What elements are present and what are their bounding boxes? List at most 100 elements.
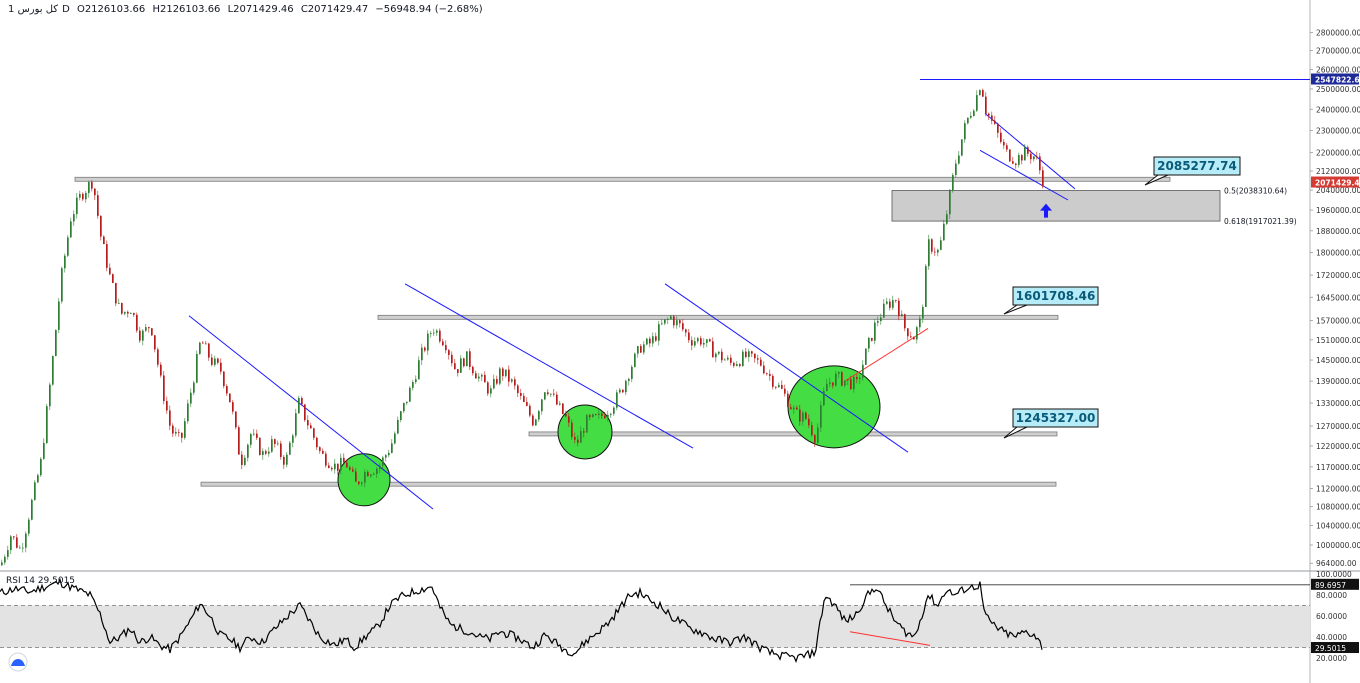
fib-retracement-zone bbox=[891, 190, 1221, 222]
price-tick-label: 1720000.00 bbox=[1316, 271, 1360, 280]
level-callout-3[interactable]: 1245327.00 bbox=[1003, 408, 1099, 439]
candle-body bbox=[262, 451, 264, 455]
candle-body bbox=[1033, 156, 1035, 160]
candle-body bbox=[34, 482, 36, 500]
candle-body bbox=[694, 341, 696, 346]
candle-body bbox=[214, 358, 216, 365]
candle-body bbox=[274, 439, 276, 444]
candle-body bbox=[556, 394, 558, 405]
candle-body bbox=[1039, 156, 1041, 171]
candle-body bbox=[745, 351, 747, 357]
candle-body bbox=[223, 371, 225, 387]
rsi-tick-label: 40.0000 bbox=[1316, 633, 1347, 642]
price-tick-label: 1270000.00 bbox=[1316, 422, 1360, 431]
candle-body bbox=[625, 380, 627, 393]
candle-body bbox=[82, 193, 84, 200]
candle-body bbox=[700, 338, 702, 345]
trend-line-4 bbox=[984, 113, 1076, 190]
candle-body bbox=[376, 468, 378, 474]
level-callout-2[interactable]: 1601708.46 bbox=[1003, 286, 1099, 315]
candle-body bbox=[478, 376, 480, 379]
candle-body bbox=[313, 428, 315, 438]
candle-body bbox=[247, 444, 249, 458]
candle-body bbox=[886, 301, 888, 304]
candle-body bbox=[622, 389, 624, 393]
candle-body bbox=[469, 351, 471, 367]
callout-box bbox=[1012, 408, 1099, 428]
candle-body bbox=[244, 457, 246, 465]
candle-body bbox=[610, 413, 612, 415]
candle-body bbox=[442, 341, 444, 346]
price-tick-label: 2200000.00 bbox=[1316, 149, 1360, 158]
trend-line-1 bbox=[188, 315, 434, 510]
candle-body bbox=[76, 197, 78, 215]
price-tick-label: 2120000.00 bbox=[1316, 167, 1360, 176]
candle-body bbox=[1030, 153, 1032, 160]
tradingview-logo-icon[interactable] bbox=[8, 652, 28, 672]
candle-body bbox=[259, 437, 261, 455]
rsi-label[interactable]: RSI 14 bbox=[6, 576, 35, 586]
candle-body bbox=[430, 333, 432, 334]
candle-body bbox=[679, 320, 681, 324]
candle-body bbox=[166, 401, 168, 411]
candle-body bbox=[847, 379, 849, 381]
candle-body bbox=[1, 562, 3, 566]
candle-body bbox=[160, 364, 162, 376]
candle-body bbox=[292, 435, 294, 443]
candle-body bbox=[460, 358, 462, 373]
candle-body bbox=[370, 474, 372, 477]
candle-body bbox=[775, 386, 777, 388]
candle-body bbox=[703, 342, 705, 345]
candle-body bbox=[670, 316, 672, 320]
rsi-header: RSI 14 29.5015 bbox=[6, 576, 75, 586]
callout-text: 1601708.46 bbox=[1016, 289, 1096, 303]
candle-body bbox=[874, 322, 876, 341]
candle-body bbox=[1042, 170, 1044, 187]
candle-body bbox=[391, 443, 393, 453]
symbol-name[interactable]: کل بورس bbox=[17, 4, 59, 15]
candle-body bbox=[448, 350, 450, 355]
support-zone-bottom bbox=[200, 481, 1057, 487]
candle-body bbox=[412, 382, 414, 388]
candle-body bbox=[481, 374, 483, 377]
trend-line-3 bbox=[664, 283, 909, 453]
candle-body bbox=[793, 407, 795, 410]
candle-body bbox=[943, 223, 945, 241]
candle-body bbox=[970, 115, 972, 118]
candle-body bbox=[871, 337, 873, 341]
candle-body bbox=[865, 348, 867, 365]
candle-body bbox=[514, 379, 516, 386]
candle-body bbox=[19, 547, 21, 549]
candle-body bbox=[982, 90, 984, 97]
candle-body bbox=[271, 439, 273, 452]
candle-body bbox=[640, 346, 642, 353]
candle-body bbox=[145, 327, 147, 331]
candle-body bbox=[418, 360, 420, 380]
candle-body bbox=[853, 377, 855, 390]
candle-body bbox=[436, 330, 438, 333]
candle-body bbox=[709, 339, 711, 342]
price-tick-label: 1040000.00 bbox=[1316, 521, 1360, 530]
candle-body bbox=[973, 110, 975, 116]
rsi-last-marker-text: 29.5015 bbox=[1315, 644, 1346, 653]
candle-body bbox=[931, 239, 933, 252]
candle-body bbox=[568, 416, 570, 423]
candle-body bbox=[652, 336, 654, 344]
candle-body bbox=[592, 414, 594, 417]
candle-body bbox=[301, 398, 303, 405]
candle-body bbox=[211, 357, 213, 365]
candle-body bbox=[712, 341, 714, 358]
candle-body bbox=[103, 236, 105, 245]
candle-body bbox=[559, 403, 561, 405]
level-callout-1[interactable]: 2085277.74 bbox=[1144, 156, 1241, 186]
candle-body bbox=[859, 377, 861, 380]
price-tick-label: 2040000.00 bbox=[1316, 186, 1360, 195]
candle-body bbox=[883, 303, 885, 318]
candle-body bbox=[643, 344, 645, 353]
interval-label[interactable]: 1D bbox=[8, 4, 70, 15]
candle-body bbox=[472, 366, 474, 374]
fib-label-05: 0.5(2038310.64) bbox=[1224, 187, 1287, 196]
last-price-marker bbox=[1311, 176, 1359, 188]
